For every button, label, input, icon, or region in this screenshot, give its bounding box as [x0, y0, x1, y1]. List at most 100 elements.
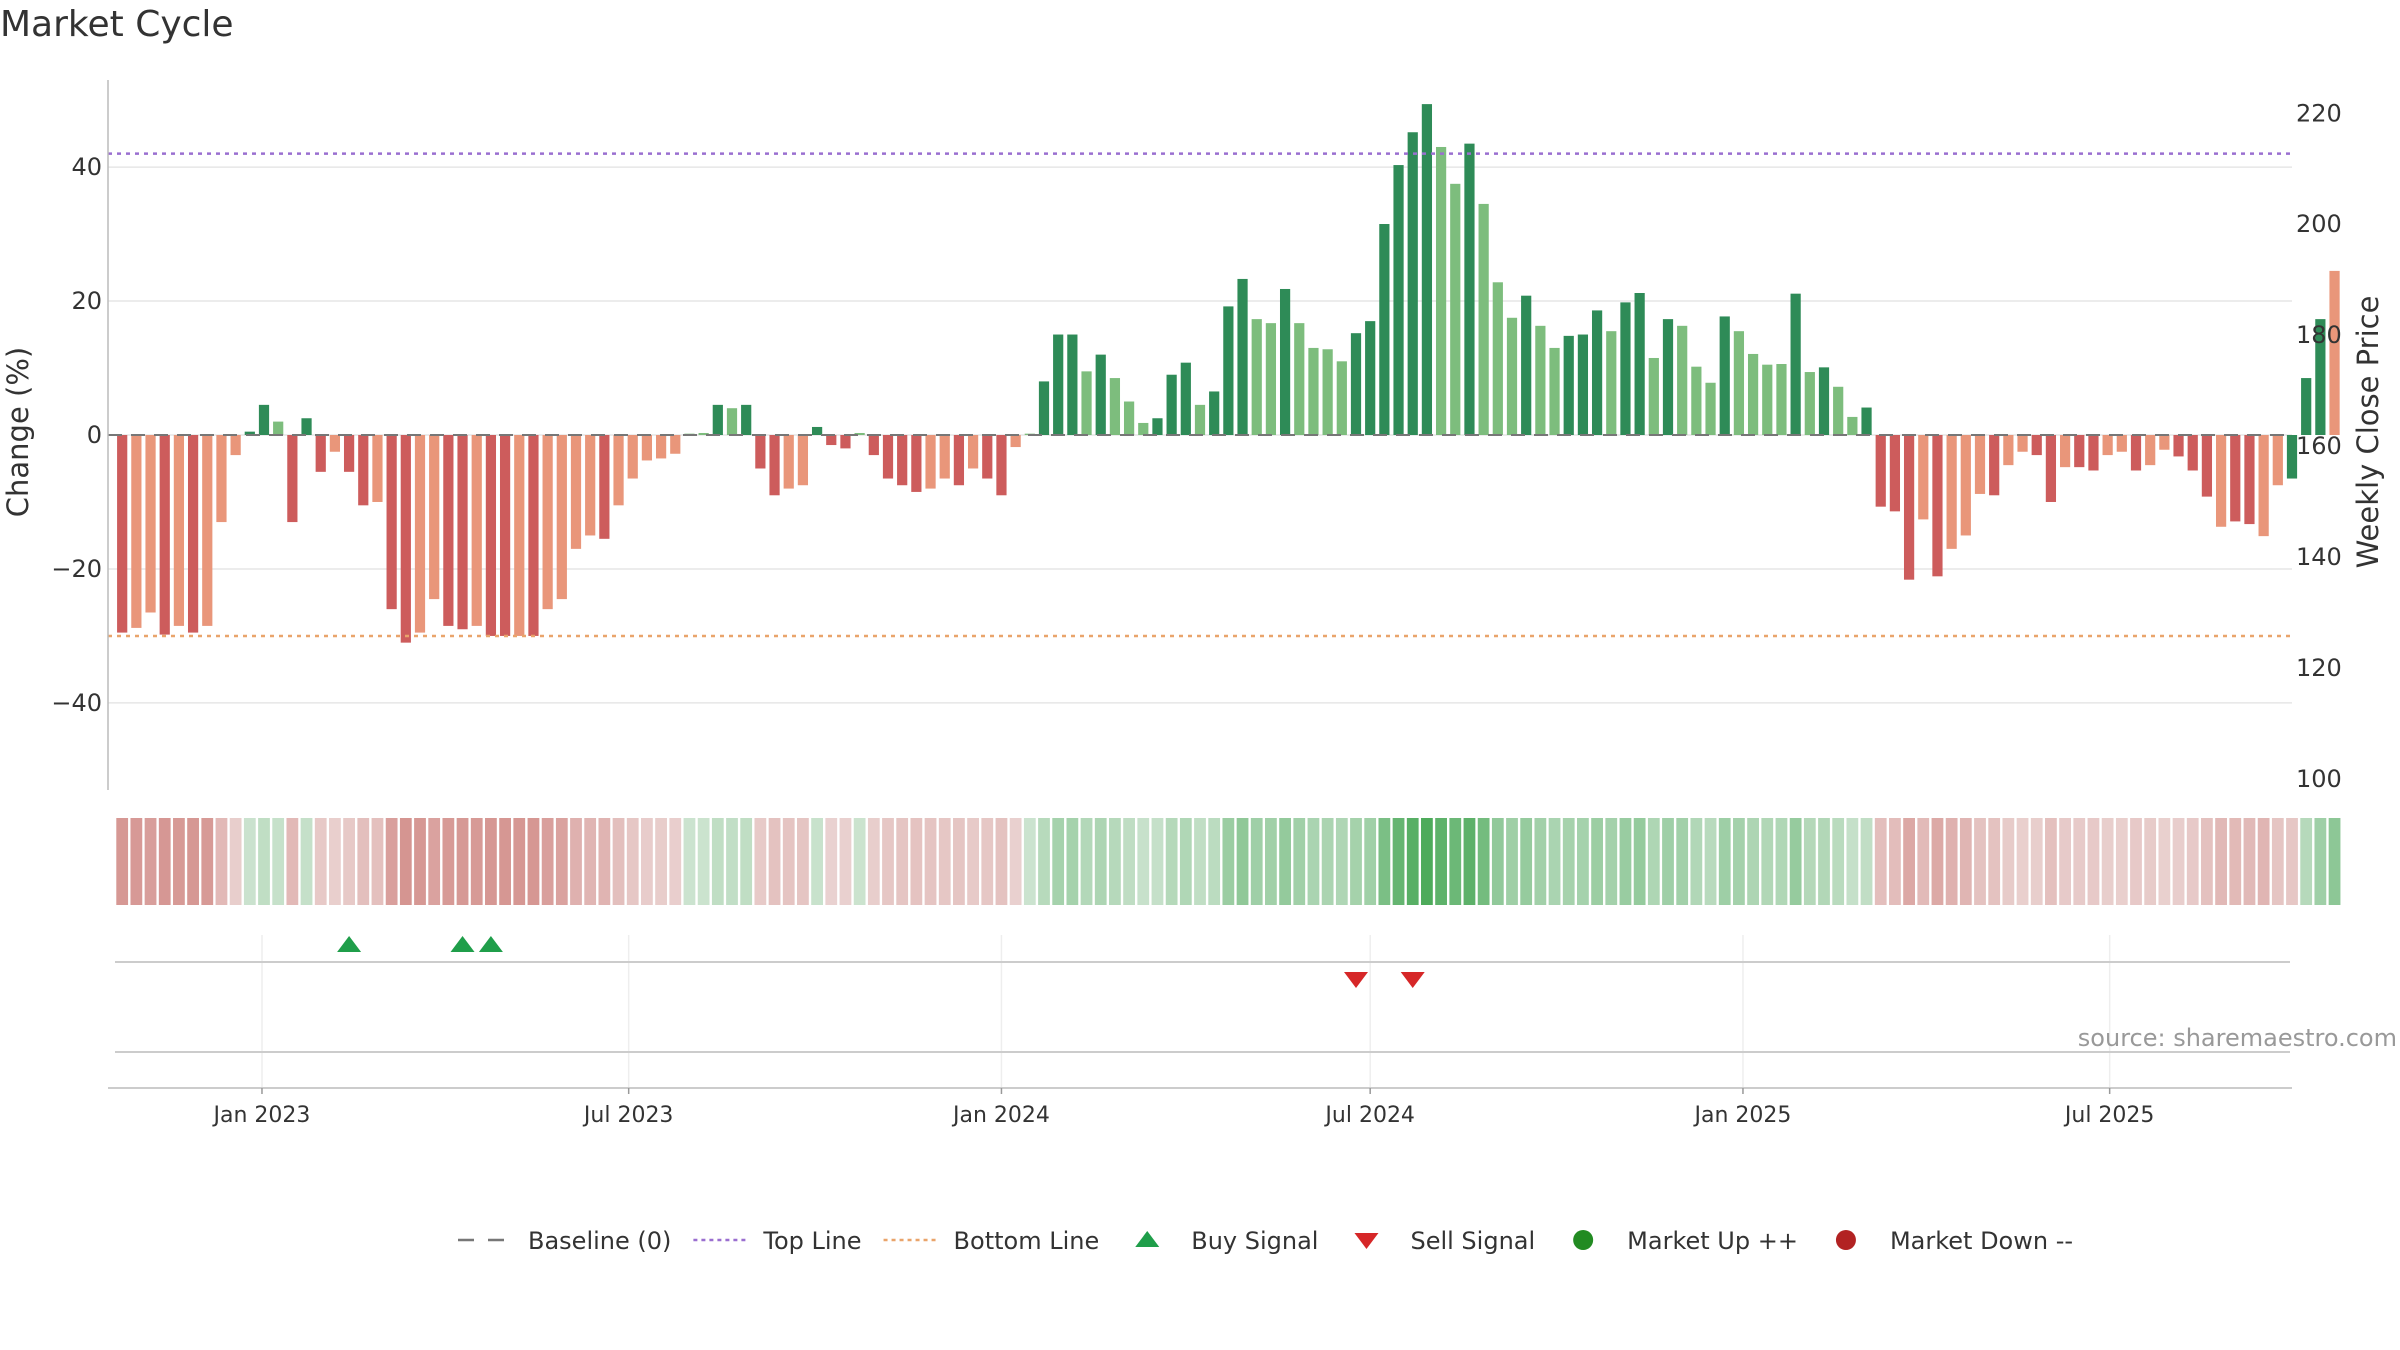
bar	[131, 435, 142, 628]
bar	[826, 435, 837, 446]
heatmap-cell	[2328, 818, 2341, 905]
heatmap-cell	[1860, 818, 1873, 905]
bar	[1294, 323, 1305, 435]
legend-item: Sell Signal	[1354, 1227, 1535, 1255]
bar	[244, 431, 255, 435]
bar	[1946, 435, 1957, 549]
legend-label: Buy Signal	[1191, 1227, 1318, 1255]
heatmap-cell	[258, 818, 270, 905]
heatmap-cell	[2215, 818, 2227, 905]
heatmap-cell	[2016, 818, 2029, 905]
heatmap-cell	[995, 818, 1008, 905]
heatmap-cell	[1335, 818, 1348, 905]
bar	[1577, 334, 1589, 435]
signal-panel	[108, 935, 2292, 1089]
heatmap-cell	[499, 818, 511, 905]
heatmap-cell	[1803, 818, 1816, 905]
legend-item: Top Line	[693, 1227, 862, 1255]
heatmap-cell	[243, 818, 256, 905]
bar	[1719, 316, 1730, 435]
heatmap-cell	[1548, 818, 1561, 905]
y2-tick-label: 100	[2296, 765, 2342, 793]
x-tick-label: Jan 2024	[951, 1103, 1050, 1128]
heatmap-cell	[1123, 818, 1135, 905]
bar	[1194, 404, 1206, 435]
heatmap-cell	[853, 818, 866, 905]
bar	[570, 435, 582, 549]
y-tick-label: 40	[71, 153, 102, 181]
heatmap-cell	[1874, 818, 1887, 905]
bar	[1010, 435, 1021, 448]
heatmap-cell	[2130, 818, 2142, 905]
y-axis-label: Change (%)	[1, 347, 35, 517]
bar	[939, 435, 950, 479]
bar	[741, 404, 752, 435]
heatmap-cell	[428, 818, 441, 905]
bar	[1648, 357, 1659, 435]
heatmap-cell	[1137, 818, 1150, 905]
heatmap-cell	[1052, 818, 1065, 905]
heatmap-cell	[655, 818, 667, 905]
heatmap-cell	[329, 818, 341, 905]
heatmap-cell	[1421, 818, 1433, 905]
heatmap-cell	[1250, 818, 1263, 905]
bar	[1067, 334, 1078, 435]
bar	[2031, 435, 2042, 456]
bar	[2230, 435, 2241, 522]
heatmap-cell	[1165, 818, 1178, 905]
bar	[1591, 310, 1603, 435]
bar	[1989, 435, 2000, 496]
bar	[1790, 293, 1801, 435]
bar	[1620, 302, 1631, 435]
heatmap-cell	[357, 818, 370, 905]
heatmap-cell	[2286, 818, 2298, 905]
bar	[982, 435, 993, 479]
buy-signal-marker	[450, 936, 475, 952]
heatmap-cell	[300, 818, 313, 905]
heatmap-cell	[1066, 818, 1079, 905]
heatmap-cell	[953, 818, 965, 905]
bar	[1407, 132, 1418, 435]
bar	[1123, 401, 1135, 435]
sell-signal-marker	[1344, 972, 1368, 988]
bar	[1634, 293, 1645, 435]
heatmap-cell	[626, 818, 639, 905]
legend-swatch	[1835, 1230, 1856, 1250]
bar	[2074, 435, 2085, 468]
heatmap-cell	[1378, 818, 1391, 905]
heatmap-cell	[442, 818, 455, 905]
y2-tick-label: 160	[2296, 432, 2342, 460]
bar	[556, 435, 567, 600]
bar	[2258, 435, 2269, 537]
bar	[1223, 306, 1234, 435]
bar	[230, 435, 241, 456]
heatmap-cell	[1293, 818, 1306, 905]
legend-item: Baseline (0)	[458, 1227, 671, 1255]
bar	[287, 435, 298, 523]
bar	[2201, 435, 2213, 497]
x-tick-label: Jul 2024	[1323, 1103, 1415, 1128]
bar	[1521, 295, 1532, 435]
bar	[627, 435, 638, 479]
heatmap-cell	[1208, 818, 1221, 905]
bar	[2173, 435, 2184, 457]
bar	[1379, 224, 1390, 435]
heatmap-cell	[1974, 818, 1986, 905]
heatmap-cell	[910, 818, 923, 905]
heatmap-cell	[527, 818, 540, 905]
heatmap-cell	[541, 818, 554, 905]
bar	[414, 435, 426, 633]
heatmap-cell	[1633, 818, 1646, 905]
heatmap-cell	[272, 818, 285, 905]
heatmap-cell	[1704, 818, 1717, 905]
heatmap-cell	[1265, 818, 1277, 905]
bar	[117, 435, 128, 633]
heatmap-cell	[1435, 818, 1447, 905]
heatmap-cell	[1747, 818, 1759, 905]
bar	[1053, 334, 1064, 435]
heatmap-cell	[1903, 818, 1915, 905]
heatmap-cell	[598, 818, 611, 905]
heatmap-cell	[1534, 818, 1547, 905]
y-tick-label: 0	[87, 421, 102, 449]
heatmap-cell	[1009, 818, 1022, 905]
